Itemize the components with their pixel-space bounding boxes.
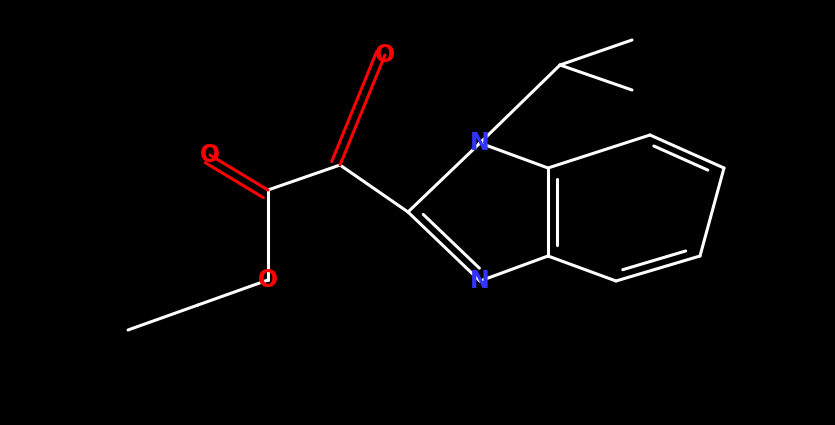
Text: O: O [200,143,220,167]
Text: N: N [470,131,490,155]
Text: O: O [375,43,395,67]
Text: N: N [470,269,490,293]
Text: O: O [258,268,278,292]
